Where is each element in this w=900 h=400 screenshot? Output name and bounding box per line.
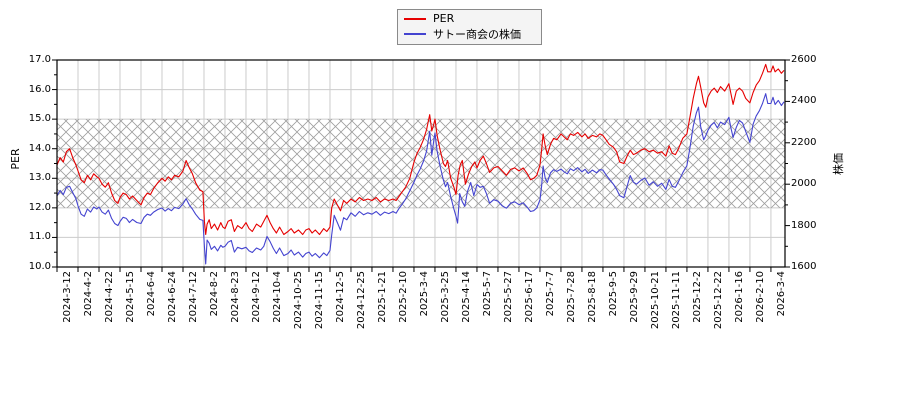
x-axis-tick-label: 2024-9-12 bbox=[250, 271, 262, 323]
x-axis-tick-label: 2025-2-10 bbox=[397, 271, 409, 323]
series-per bbox=[56, 63, 785, 236]
left-axis-tick-label: 16.0 bbox=[28, 83, 51, 95]
x-axis-tick-label: 2024-6-24 bbox=[166, 271, 178, 323]
left-axis-tick-label: 13.0 bbox=[28, 172, 51, 184]
series-stock-price bbox=[56, 93, 785, 265]
x-axis-tick-label: 2024-5-15 bbox=[124, 271, 136, 323]
x-axis-tick-label: 2025-1-21 bbox=[376, 271, 388, 323]
left-axis-tick-label: 14.0 bbox=[28, 142, 51, 154]
x-axis-tick-label: 2025-8-18 bbox=[586, 271, 598, 323]
legend-item-stock-price: サトー商会の株価 bbox=[404, 26, 535, 42]
per-band bbox=[57, 119, 785, 208]
x-axis-tick-label: 2024-11-15 bbox=[313, 271, 325, 330]
x-axis-tick-label: 2025-3-4 bbox=[418, 271, 430, 317]
right-axis-title: 株価 bbox=[832, 153, 845, 175]
right-axis-tick-label: 2600 bbox=[791, 54, 817, 65]
x-axis-tick-label: 2024-12-25 bbox=[355, 271, 367, 330]
x-axis-tick-label: 2025-5-7 bbox=[481, 271, 493, 317]
x-axis-tick-label: 2025-12-2 bbox=[691, 271, 703, 323]
x-axis-tick-label: 2026-1-16 bbox=[733, 271, 745, 323]
x-axis-tick-label: 2024-10-4 bbox=[271, 271, 283, 323]
legend: PER サトー商会の株価 bbox=[397, 9, 542, 45]
x-axis-tick-label: 2024-4-22 bbox=[103, 271, 115, 323]
right-axis-tick-label: 1800 bbox=[791, 219, 817, 231]
right-axis-tick-label: 2400 bbox=[791, 95, 817, 107]
x-axis-tick-label: 2024-10-25 bbox=[292, 271, 304, 330]
x-axis-tick-label: 2024-4-2 bbox=[82, 271, 94, 317]
legend-label-stock-price: サトー商会の株価 bbox=[433, 27, 521, 41]
x-axis-tick-label: 2025-7-28 bbox=[565, 271, 577, 323]
x-axis-tick-label: 2024-6-4 bbox=[145, 271, 157, 317]
left-axis-tick-label: 17.0 bbox=[28, 54, 51, 65]
x-axis-tick-label: 2025-3-25 bbox=[439, 271, 451, 323]
x-axis-tick-label: 2025-12-22 bbox=[712, 271, 724, 330]
legend-label-per: PER bbox=[433, 12, 455, 26]
x-axis-tick-label: 2024-12-5 bbox=[334, 271, 346, 323]
x-axis-tick-label: 2025-9-29 bbox=[628, 271, 640, 323]
x-axis-tick-label: 2024-8-2 bbox=[208, 271, 220, 317]
legend-item-per: PER bbox=[404, 12, 535, 25]
right-axis-tick-label: 2000 bbox=[791, 178, 817, 190]
x-axis-tick-label: 2026-2-10 bbox=[754, 271, 766, 323]
x-axis-tick-label: 2025-5-27 bbox=[502, 271, 514, 323]
per-line-swatch bbox=[404, 17, 426, 20]
x-axis-tick-label: 2025-6-17 bbox=[523, 271, 535, 323]
stock-line-swatch bbox=[404, 32, 426, 35]
left-axis-tick-label: 11.0 bbox=[28, 231, 51, 243]
right-axis-tick-label: 2200 bbox=[791, 136, 817, 148]
x-axis-tick-label: 2025-9-5 bbox=[607, 271, 619, 317]
x-axis-tick-label: 2025-4-14 bbox=[460, 271, 472, 323]
x-axis-tick-label: 2025-10-21 bbox=[649, 271, 661, 330]
x-axis-tick-label: 2026-3-4 bbox=[775, 271, 787, 317]
x-axis-tick-label: 2025-7-7 bbox=[544, 271, 556, 317]
x-axis-tick-label: 2024-3-12 bbox=[62, 271, 73, 323]
right-axis-tick-label: 1600 bbox=[791, 261, 817, 272]
left-axis-tick-label: 12.0 bbox=[28, 201, 51, 213]
left-axis-tick-label: 15.0 bbox=[28, 113, 51, 125]
x-axis-tick-label: 2024-7-12 bbox=[187, 271, 199, 323]
x-axis-tick-label: 2025-11-11 bbox=[670, 271, 682, 330]
x-axis-tick-label: 2024-8-23 bbox=[229, 271, 241, 323]
left-axis-tick-label: 10.0 bbox=[28, 261, 51, 272]
